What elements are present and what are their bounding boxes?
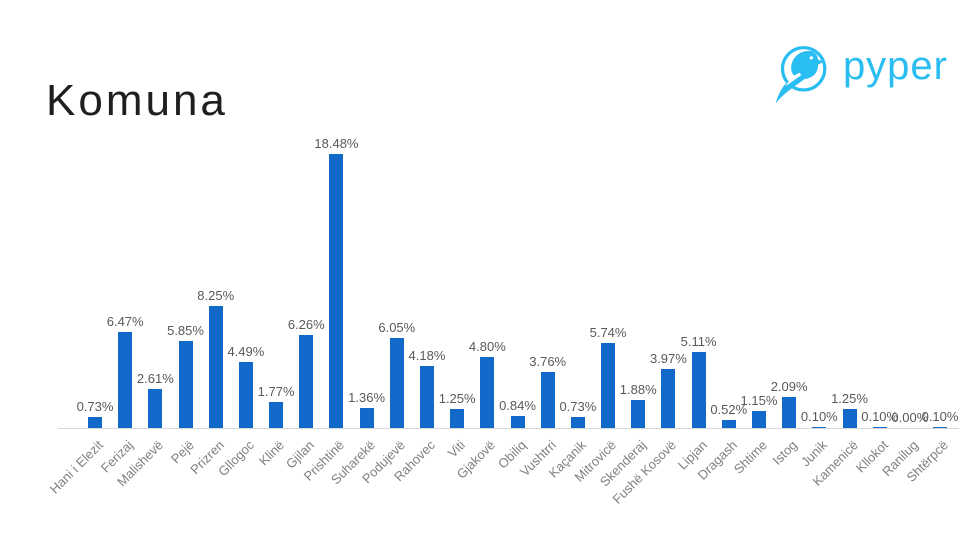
bar-value-label: 0.10% [800,409,838,424]
bar-value-label: 6.47% [106,314,144,329]
bar[interactable] [208,306,223,428]
bar-value-label: 5.11% [680,334,717,349]
bar[interactable] [118,332,133,428]
bar-value-label: 0.73% [559,399,597,414]
bar-value-label: 8.25% [197,288,235,303]
bar-value-label: 3.97% [649,351,687,366]
bar-value-label: 5.74% [589,325,627,340]
bar-value-label: 0.84% [499,398,536,413]
bar[interactable] [450,409,465,428]
bar-value-label: 1.15% [740,393,778,408]
bar-value-label: 3.76% [529,354,567,369]
bar[interactable] [631,400,646,428]
bar[interactable] [540,372,555,428]
bar[interactable] [721,420,736,428]
bar[interactable] [148,389,163,428]
bar-value-label: 2.61% [136,371,174,386]
bar[interactable] [510,416,525,428]
bar[interactable] [570,417,585,428]
bar-value-label: 1.25% [831,391,868,406]
bar[interactable] [419,366,434,428]
bar-value-label: 0.10% [921,409,959,424]
bar-value-label: 6.05% [378,320,416,335]
bar-value-label: 0.10% [861,409,899,424]
bar[interactable] [691,352,706,428]
bar[interactable] [178,341,193,428]
bar-value-label: 2.09% [770,379,808,394]
bar[interactable] [751,411,766,428]
bar[interactable] [480,357,495,428]
bar-value-label: 4.80% [468,339,506,354]
bar[interactable] [329,154,344,428]
page-title: Komuna [46,76,228,125]
bar[interactable] [269,402,284,428]
bar-value-label: 1.88% [619,382,657,397]
pyper-logo: pyper [771,38,948,106]
pyper-bird-icon [775,46,827,104]
bar[interactable] [812,427,827,428]
bar[interactable] [782,397,797,428]
bar-value-label: 1.77% [257,384,295,399]
bar[interactable] [842,409,857,428]
bar[interactable] [359,408,374,428]
bar[interactable] [933,427,948,428]
bar[interactable] [238,362,253,428]
bar-value-label: 0.73% [76,399,114,414]
bar[interactable] [389,338,404,428]
bar-value-label: 0.00% [891,410,929,425]
bar-value-label: 5.85% [167,323,204,338]
bar-value-label: 6.26% [287,317,325,332]
bar-value-label: 18.48% [314,136,359,151]
bar[interactable] [872,427,887,428]
bar[interactable] [299,335,314,428]
bar[interactable] [88,417,102,428]
bar[interactable] [661,369,676,428]
bar-value-label: 4.49% [227,344,265,359]
bar[interactable] [601,343,616,428]
bar-value-label: 4.18% [408,348,446,363]
x-axis-line [58,428,959,429]
bar-value-label: 0.52% [710,402,748,417]
bar-value-label: 1.36% [348,390,386,405]
logo-wordmark: pyper [842,44,948,88]
bar-value-label: 1.25% [438,391,476,406]
